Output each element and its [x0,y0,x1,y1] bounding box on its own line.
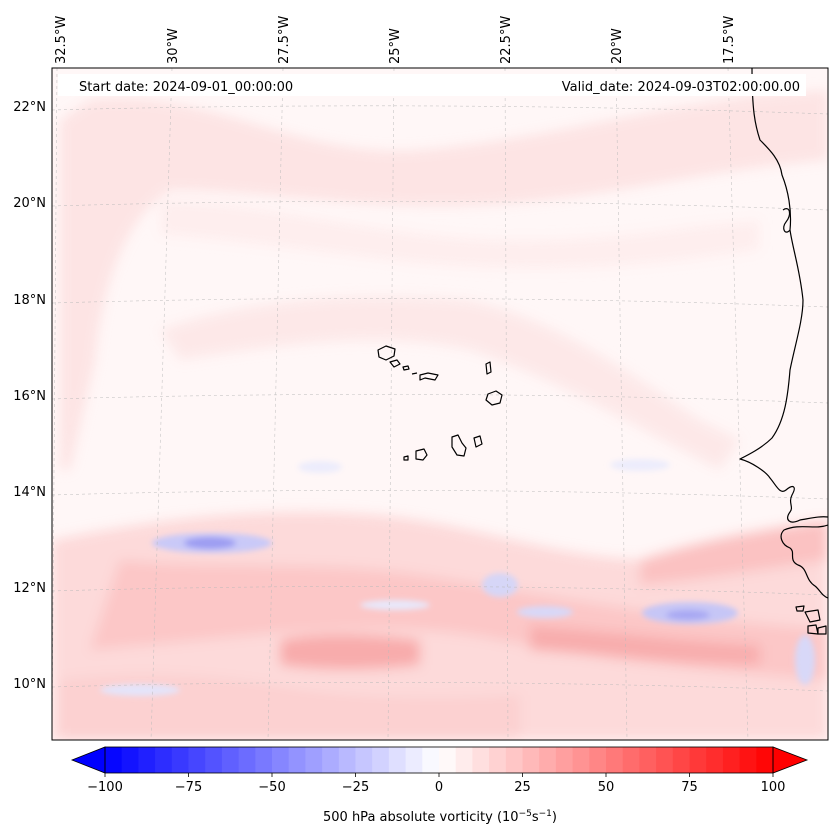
colorbar-segment [405,747,423,773]
map-panel: Start date: 2024-09-01_00:00:00 Valid_da… [52,68,828,740]
fogo [415,448,428,461]
sao-vicente [389,359,401,368]
colorbar-segment [722,747,741,773]
lat-label-20n: 20°N [13,196,46,211]
colorbar-segment [372,747,390,773]
lon-label-27-5w: 27.5°W [277,16,292,64]
maio [473,435,483,448]
colorbar-ticks: −100 −75 −50 −25 0 25 50 75 100 [87,773,785,795]
colorbar-tick-label: 75 [681,780,698,795]
lat-label-22n: 22°N [13,100,46,115]
colorbar-segment [171,747,189,773]
colorbar-segment [238,747,256,773]
colorbar-segment [422,747,440,773]
colorbar-segment [338,747,356,773]
colorbar-segment [589,747,607,773]
colorbar-segment [555,747,574,773]
coastlines [377,68,828,635]
colorbar-segment [388,747,407,773]
lat-label-12n: 12°N [13,581,46,596]
colorbar-segment [155,747,173,773]
colorbar-tick-label: 25 [514,780,531,795]
lat-label-14n: 14°N [13,485,46,500]
colorbar-segment [756,747,774,773]
bijagos-islands [795,605,827,635]
map-frame [51,67,829,741]
longitude-labels: 32.5°W 30°W 27.5°W 25°W 22.5°W 20°W 17.5… [54,16,737,64]
west-africa-coastline [739,68,828,523]
colorbar-title: 500 hPa absolute vorticity (10−5s−1) [323,809,557,825]
start-date-label: Start date: 2024-09-01_00:00:00 [79,80,293,95]
colorbar-segment [138,747,156,773]
lon-label-17-5w: 17.5°W [722,16,737,64]
colorbar-segment [272,747,290,773]
santiago [451,434,467,457]
colorbar-segment [489,747,507,773]
colorbar-extend-min [70,746,106,774]
santa-luzia [402,365,410,371]
lon-label-32-5w: 32.5°W [54,16,69,64]
gridlines [52,68,828,740]
colorbar-segment [572,747,590,773]
lat-label-18n: 18°N [13,293,46,308]
colorbar-segment [472,747,490,773]
colorbar-segment [439,747,457,773]
colorbar-segment [455,747,473,773]
colorbar-segment [305,747,323,773]
sal [485,361,492,375]
colorbar-segment [672,747,690,773]
latitude-labels: 22°N 20°N 18°N 16°N 14°N 12°N 10°N [13,100,46,692]
colorbar-segment [205,747,223,773]
colorbar-segment [188,747,206,773]
boa-vista [485,390,503,406]
colorbar-extend-max [772,746,809,774]
sao-nicolau [411,372,439,381]
colorbar-segment [656,747,674,773]
colorbar-segment [121,747,139,773]
colorbar-tick-label: 0 [435,780,443,795]
colorbar-segment [355,747,373,773]
colorbar-tick-label: −25 [342,780,369,795]
valid-date-label: Valid_date: 2024-09-03T02:00:00.00 [562,80,800,95]
brava [403,455,409,461]
colorbar-segment [221,747,240,773]
colorbar-segment [689,747,707,773]
colorbar-segment [622,747,640,773]
colorbar-segment [606,747,624,773]
lon-label-20w: 20°W [610,28,625,64]
colorbar-segment [522,747,540,773]
colorbar-segment [639,747,657,773]
vorticity-negative-anomalies [100,459,815,696]
colorbar-segment [739,747,757,773]
lon-label-30w: 30°W [166,28,181,64]
date-banner [58,74,806,96]
colorbar-segments [105,747,774,773]
colorbar-segment [288,747,306,773]
colorbar-tick-label: 50 [598,780,615,795]
santo-antao [377,345,396,361]
colorbar-tick-label: 100 [761,780,786,795]
lat-label-16n: 16°N [13,389,46,404]
colorbar-segment [105,747,123,773]
colorbar-segment [706,747,724,773]
colorbar-segment [505,747,523,773]
colorbar-segment [539,747,557,773]
colorbar-segment [322,747,340,773]
colorbar-segment [255,747,273,773]
colorbar-tick-label: −100 [87,780,123,795]
west-africa-coastline-south [780,524,828,599]
colorbar-tick-label: −50 [258,780,285,795]
lat-label-10n: 10°N [13,677,46,692]
lon-label-25w: 25°W [388,28,403,64]
canary-coast-inlets [782,208,791,233]
lon-label-22-5w: 22.5°W [499,16,514,64]
colorbar: −100 −75 −50 −25 0 25 50 75 100 500 hPa absolute… [70,746,809,825]
colorbar-tick-label: −75 [175,780,202,795]
